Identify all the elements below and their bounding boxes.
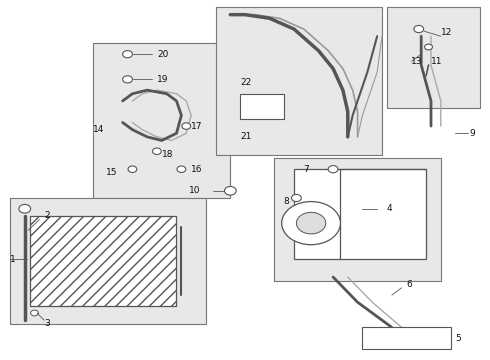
Text: 3: 3 [44,319,50,328]
Text: 16: 16 [191,165,203,174]
Circle shape [152,148,161,154]
Text: 14: 14 [93,125,105,134]
Text: 15: 15 [106,168,118,177]
Circle shape [425,44,433,50]
Circle shape [177,166,186,172]
Circle shape [296,212,326,234]
Bar [93,44,230,198]
Circle shape [122,51,132,58]
Circle shape [328,166,338,173]
Text: 13: 13 [412,57,423,66]
Circle shape [122,76,132,83]
Text: 6: 6 [407,280,412,289]
Text: 19: 19 [157,75,169,84]
Bar [240,94,284,119]
Text: 17: 17 [191,122,203,131]
Bar [10,198,206,324]
Text: 22: 22 [240,78,251,87]
Text: 10: 10 [190,186,201,195]
Text: 18: 18 [162,150,173,159]
Bar [274,158,441,281]
Text: 5: 5 [456,334,461,343]
Text: 20: 20 [157,50,168,59]
Text: 4: 4 [387,204,392,213]
Text: 12: 12 [441,28,452,37]
Text: 21: 21 [240,132,251,141]
Circle shape [282,202,341,245]
Circle shape [128,166,137,172]
Circle shape [182,123,191,129]
Circle shape [224,186,236,195]
Bar [387,8,480,108]
Text: 1: 1 [10,255,16,264]
Text: 11: 11 [431,57,442,66]
Bar [363,327,451,349]
Bar [29,216,176,306]
Text: 8: 8 [283,197,289,206]
Text: 2: 2 [44,211,50,220]
Bar [294,169,426,259]
Circle shape [30,310,38,316]
Text: 7: 7 [303,165,309,174]
Circle shape [292,194,301,202]
Bar [216,8,382,155]
Circle shape [414,26,424,33]
Text: 9: 9 [469,129,475,138]
Circle shape [19,204,30,213]
